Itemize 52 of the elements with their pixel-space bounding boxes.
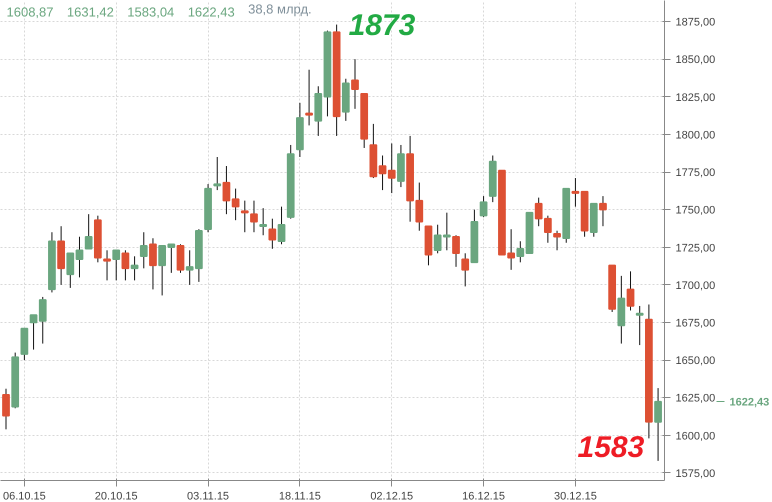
y-tick-label: 1800,00: [676, 129, 716, 142]
x-tick-label: 06.10.15: [2, 490, 46, 502]
annotation: 1608,87: [6, 4, 54, 20]
x-tick-label: 16.12.15: [462, 490, 505, 502]
candlestick: [553, 230, 561, 251]
candlestick: [103, 250, 111, 281]
x-tick-label: 03.11.15: [187, 490, 230, 502]
y-tick-label: 1850,00: [676, 54, 716, 66]
x-tick-label: 20.10.15: [94, 490, 138, 502]
candlestick: [654, 388, 662, 462]
text: 1622,43: [730, 396, 770, 409]
candlestick: [130, 256, 138, 281]
y-tick-label: 1700,00: [676, 280, 716, 292]
candlestick: [452, 234, 460, 268]
candlestick: [305, 69, 313, 126]
y-tick-label: 1775,00: [676, 167, 716, 180]
candlestick: [84, 214, 93, 250]
y-tick-label: 1575,00: [676, 468, 716, 480]
x-tick-label: 02.12.15: [370, 490, 414, 502]
candlestick: [149, 238, 157, 290]
annotation: 38,8 млрд.: [248, 2, 312, 16]
y-tick-label: 1650,00: [676, 355, 716, 368]
candlestick: [259, 208, 268, 236]
annotation: 1631,42: [66, 4, 114, 20]
candlestick: [626, 270, 634, 311]
candlestick: [636, 305, 644, 346]
candlestick: [2, 388, 10, 430]
x-tick-label: 18.11.15: [278, 490, 321, 502]
y-tick-label: 1625,00: [676, 392, 716, 405]
candlestick: [599, 196, 607, 227]
candlestick: [140, 232, 148, 269]
candlestick: [240, 200, 249, 233]
annotation: 1622,43: [188, 4, 235, 20]
y-tick-label: 1600,00: [676, 430, 716, 442]
candlestick: [213, 156, 222, 191]
candlestick: [278, 206, 286, 245]
annotation: 1873: [348, 9, 416, 42]
candlestick: [112, 250, 120, 281]
annotation: 1583,04: [127, 4, 174, 20]
annotation: 1583: [578, 430, 645, 464]
candlestick: [250, 200, 258, 233]
candlestick: [268, 218, 276, 250]
y-tick-label: 1825,00: [676, 92, 716, 104]
candlestick: [480, 196, 488, 218]
candlestick: [351, 58, 359, 110]
y-tick-label: 1725,00: [676, 242, 716, 254]
y-tick-label: 1750,00: [676, 204, 716, 217]
x-tick-label: 30.12.15: [554, 490, 597, 502]
y-tick-label: 1675,00: [676, 318, 716, 330]
y-tick-label: 1875,00: [676, 16, 716, 29]
candlestick: [122, 250, 130, 281]
candlestick: [461, 252, 470, 287]
